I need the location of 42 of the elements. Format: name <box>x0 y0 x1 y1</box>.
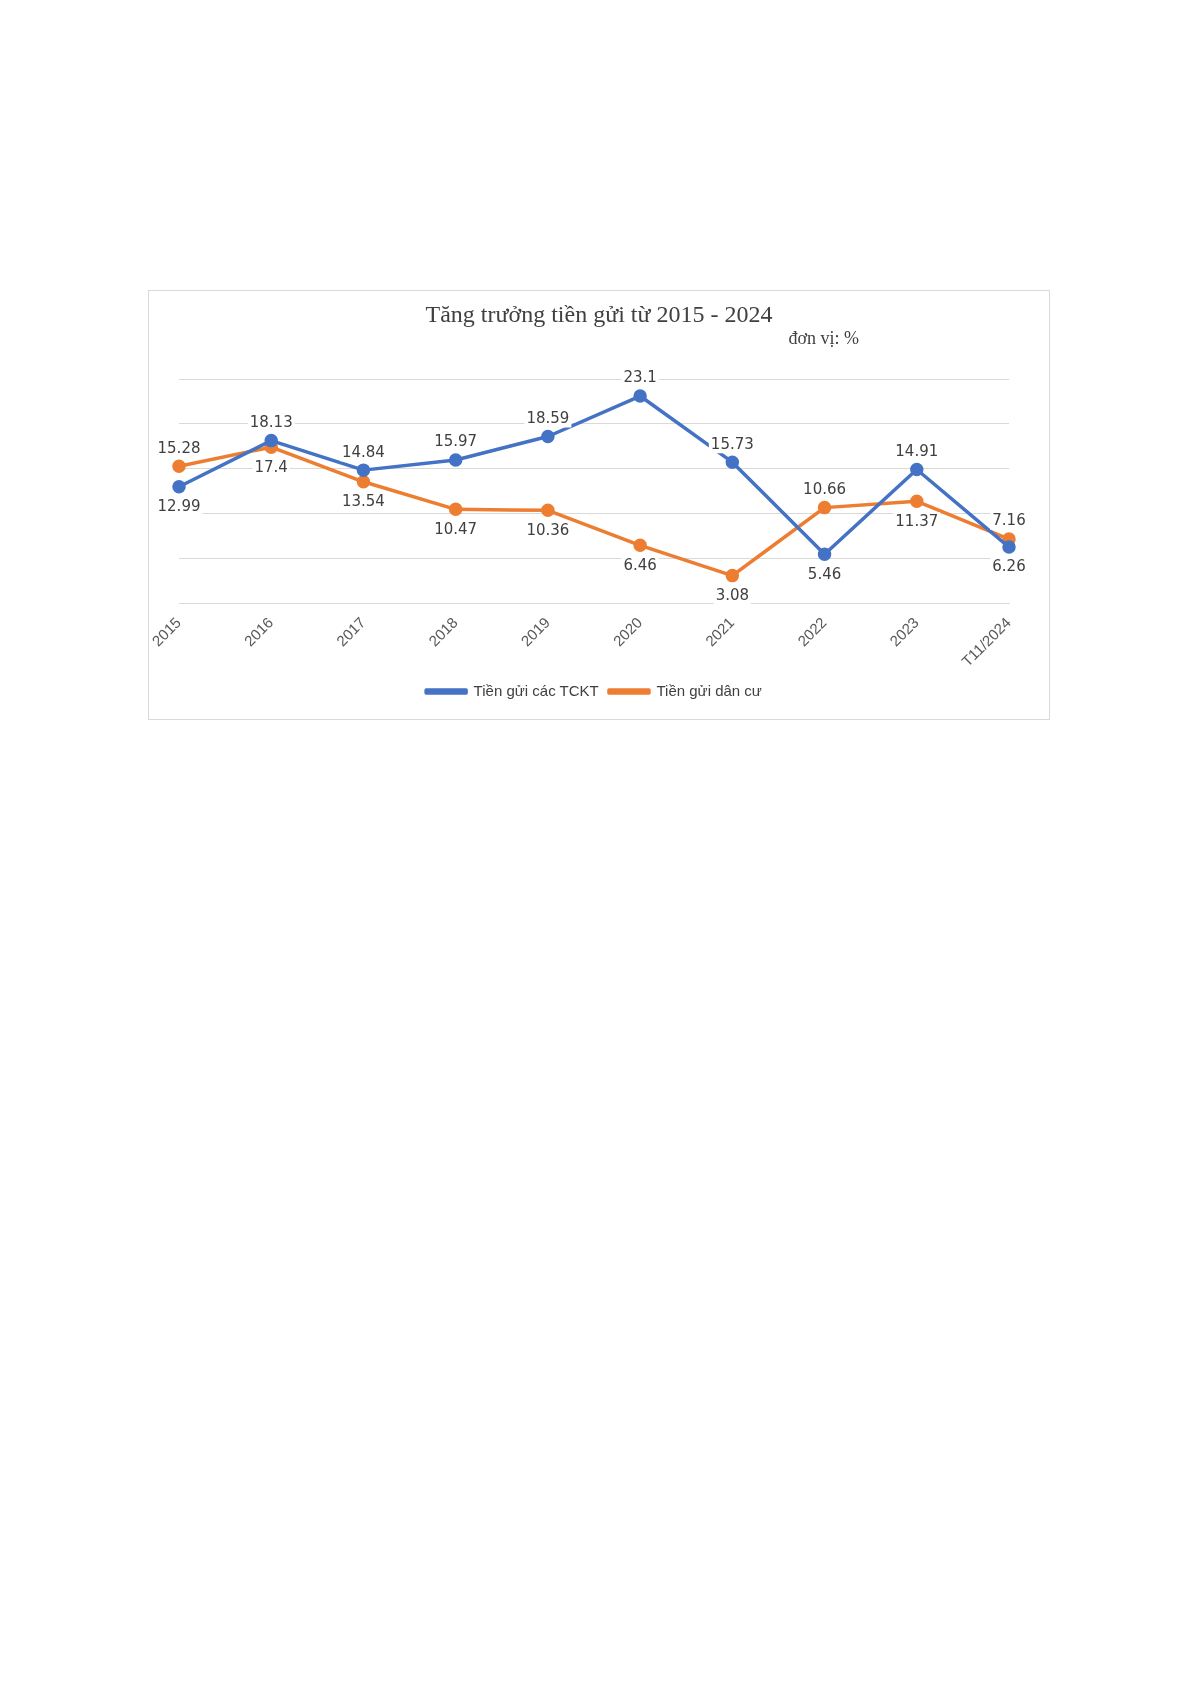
point <box>448 453 463 467</box>
data-label: 3.08 <box>715 586 750 604</box>
data-label: 15.73 <box>710 434 754 453</box>
data-label: 12.99 <box>157 497 201 516</box>
data-label: 15.97 <box>434 432 478 451</box>
data-label: 17.4 <box>254 457 288 476</box>
data-label: 15.28 <box>157 438 201 457</box>
data-label: 11.37 <box>895 511 939 530</box>
point <box>817 500 832 515</box>
data-label: 14.91 <box>895 441 939 460</box>
point <box>633 389 647 403</box>
data-label: 6.26 <box>992 557 1026 576</box>
data-label: 7.16 <box>992 511 1026 530</box>
data-label: 18.13 <box>249 413 293 432</box>
point <box>910 494 924 509</box>
point <box>817 547 832 562</box>
point <box>725 568 740 583</box>
point <box>910 462 924 477</box>
data-label: 10.66 <box>803 480 847 499</box>
point <box>633 538 647 553</box>
point <box>356 475 371 489</box>
point <box>172 479 186 494</box>
data-label: 23.1 <box>623 368 657 387</box>
point <box>725 455 740 469</box>
data-label: 18.59 <box>526 408 570 427</box>
point <box>356 463 371 477</box>
legend-label: Tiền gửi dân cư <box>656 681 762 699</box>
data-label: 13.54 <box>341 492 385 511</box>
legend-label: Tiền gửi các TCKT <box>473 681 599 699</box>
data-label: 10.36 <box>526 520 570 539</box>
data-label: 14.84 <box>341 442 385 461</box>
data-label: 5.46 <box>807 564 842 583</box>
point <box>1002 540 1016 554</box>
chart-title: Tăng trưởng tiền gửi từ 2015 - 2024 <box>424 301 774 328</box>
chart-subtitle: đơn vị: % <box>787 328 859 349</box>
point <box>448 502 463 517</box>
point <box>172 459 186 473</box>
data-label: 10.47 <box>434 519 478 538</box>
point <box>541 503 555 518</box>
point <box>264 433 278 448</box>
data-label: 6.46 <box>623 555 657 574</box>
point <box>541 429 555 444</box>
